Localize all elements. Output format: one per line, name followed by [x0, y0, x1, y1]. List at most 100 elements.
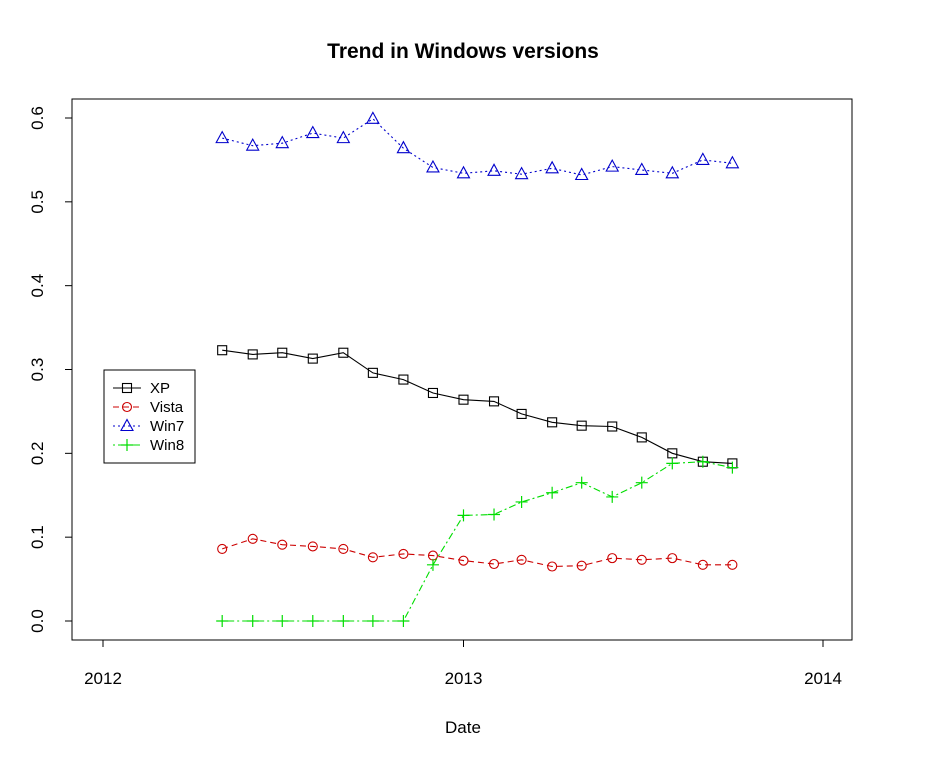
- data-point-vista: [547, 561, 558, 572]
- series-win8: [216, 455, 739, 627]
- data-point-win7: [605, 158, 620, 172]
- data-point-xp: [367, 367, 378, 378]
- data-point-xp: [217, 345, 228, 356]
- data-point-win7: [545, 160, 560, 174]
- data-point-win8: [397, 615, 410, 627]
- data-point-win7: [665, 165, 680, 179]
- data-point-xp: [576, 420, 587, 431]
- data-point-vista: [636, 554, 647, 565]
- data-point-vista: [667, 553, 678, 564]
- data-point-vista: [727, 559, 738, 570]
- y-tick-label: 0.2: [28, 442, 47, 466]
- data-point-win8: [515, 495, 528, 508]
- data-point-vista: [488, 558, 500, 570]
- data-point-xp: [636, 432, 647, 443]
- data-point-win8: [546, 486, 559, 499]
- data-point-vista: [398, 548, 409, 559]
- data-point-xp: [398, 374, 409, 385]
- data-point-win8: [696, 455, 709, 468]
- data-point-win8: [276, 615, 289, 627]
- data-point-xp: [277, 347, 288, 358]
- y-tick-label: 0.3: [28, 358, 47, 382]
- data-point-vista: [458, 555, 469, 566]
- series-line-xp: [222, 349, 733, 464]
- data-point-win8: [635, 476, 648, 489]
- y-tick-label: 0.4: [28, 274, 47, 298]
- x-tick-label: 2014: [804, 669, 842, 688]
- data-point-xp: [338, 347, 349, 358]
- data-point-vista: [307, 541, 318, 552]
- legend: XP Vista Win7 Win8: [103, 369, 196, 464]
- y-axis: 0.0 0.1 0.2 0.3 0.4 0.5 0.6: [28, 106, 72, 633]
- data-point-win8: [575, 476, 588, 489]
- legend-marker-win8: [121, 439, 133, 451]
- legend-label-win7: Win7: [150, 418, 184, 435]
- data-point-win8: [426, 558, 439, 571]
- data-point-win7: [456, 165, 471, 179]
- data-point-vista: [277, 539, 288, 550]
- legend-item-vista: Vista: [113, 399, 184, 416]
- data-point-win8: [337, 615, 350, 627]
- data-point-win8: [216, 615, 229, 627]
- data-point-win7: [487, 163, 501, 176]
- series-win7: [215, 111, 740, 181]
- data-point-vista: [338, 543, 349, 554]
- data-point-win7: [215, 130, 230, 144]
- series-line-win8: [222, 461, 733, 622]
- legend-box: [103, 369, 196, 464]
- data-point-win8: [366, 615, 379, 627]
- x-axis: 2012 2013 2014: [84, 640, 842, 688]
- data-point-win8: [606, 490, 619, 503]
- y-tick-label: 0.5: [28, 190, 47, 214]
- x-tick-label: 2013: [445, 669, 483, 688]
- data-point-win8: [488, 508, 501, 521]
- data-point-vista: [697, 559, 708, 570]
- legend-label-win8: Win8: [150, 437, 184, 454]
- data-point-xp: [458, 394, 469, 405]
- legend-marker-win7: [120, 418, 134, 432]
- series-xp: [217, 345, 738, 469]
- data-point-vista: [367, 552, 378, 563]
- data-point-win8: [457, 509, 470, 522]
- data-point-vista: [516, 554, 527, 565]
- legend-label-xp: XP: [150, 380, 170, 397]
- x-tick-label: 2012: [84, 669, 122, 688]
- chart-title: Trend in Windows versions: [327, 40, 599, 63]
- data-point-xp: [307, 353, 318, 364]
- legend-item-xp: XP: [113, 380, 170, 397]
- data-point-vista: [607, 553, 618, 564]
- series-layer: [215, 111, 740, 627]
- legend-item-win7: Win7: [113, 418, 184, 435]
- data-point-xp: [488, 396, 500, 407]
- data-point-win8: [246, 615, 259, 627]
- data-point-win8: [666, 457, 679, 470]
- data-point-win8: [306, 615, 319, 627]
- data-point-win7: [514, 166, 529, 180]
- legend-marker-vista: [121, 401, 133, 413]
- data-point-win7: [426, 159, 440, 173]
- legend-marker-xp: [121, 382, 133, 394]
- data-point-win7: [695, 152, 710, 165]
- data-point-win8: [726, 461, 739, 474]
- data-point-vista: [217, 543, 228, 554]
- data-point-xp: [547, 417, 558, 428]
- data-point-xp: [516, 408, 527, 419]
- data-point-win7: [245, 138, 260, 151]
- series-vista: [217, 533, 738, 572]
- data-point-vista: [247, 533, 258, 544]
- x-axis-label: Date: [445, 718, 481, 737]
- data-point-win7: [396, 140, 411, 154]
- data-point-win7: [305, 125, 320, 139]
- y-tick-label: 0.0: [28, 609, 47, 633]
- data-point-xp: [427, 387, 439, 399]
- data-point-win7: [336, 130, 351, 144]
- data-point-win7: [634, 162, 649, 176]
- data-point-win7: [365, 111, 380, 124]
- series-line-vista: [222, 538, 733, 568]
- data-point-win7: [275, 135, 290, 149]
- series-line-win7: [222, 118, 733, 176]
- legend-item-win8: Win8: [113, 437, 184, 454]
- data-point-win7: [725, 155, 740, 169]
- data-point-xp: [247, 349, 258, 360]
